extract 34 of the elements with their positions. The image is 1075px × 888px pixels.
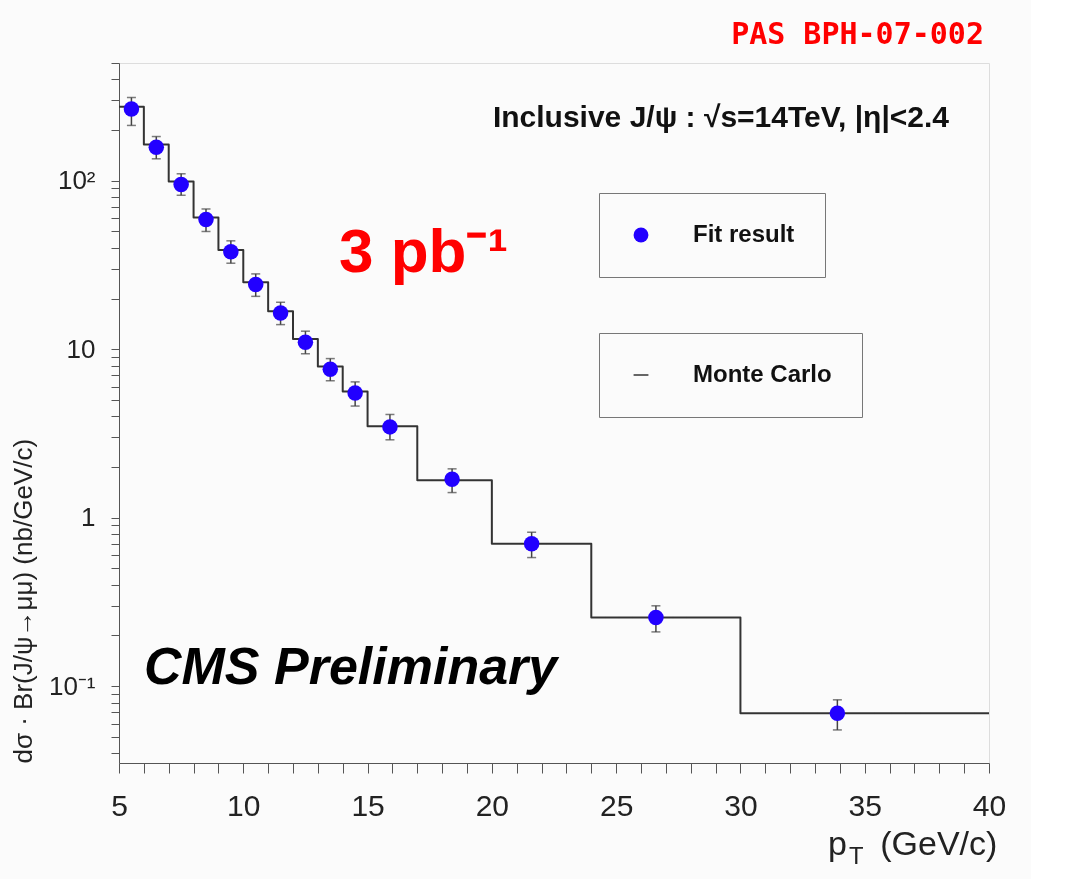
point	[223, 244, 239, 260]
point	[173, 176, 189, 193]
point	[648, 609, 664, 626]
point	[347, 385, 363, 401]
x-tick-label: 10	[227, 788, 261, 822]
point	[272, 305, 289, 321]
point	[148, 139, 165, 156]
x-tick-label: 5	[111, 788, 128, 822]
point	[322, 361, 339, 378]
point	[523, 536, 540, 552]
x-tick-label: 30	[724, 788, 758, 822]
annotation: 3 pb⁻¹	[339, 216, 509, 285]
point	[297, 334, 314, 350]
x-tick-label: 35	[848, 788, 882, 822]
x-tick-label: 15	[351, 788, 385, 822]
annotation: Inclusive J/ψ : √s=14TeV, |η|<2.4	[492, 100, 950, 133]
y-tick-label: 10²	[57, 165, 96, 196]
annotation: CMS Preliminary	[144, 637, 561, 695]
point	[247, 276, 264, 293]
y-tick-label: 10⁻¹	[48, 670, 96, 701]
x-tick-label: 25	[599, 788, 634, 822]
legend-label: Monte Carlo	[693, 360, 832, 387]
point	[123, 101, 140, 117]
x-tick-label: 40	[972, 788, 1007, 822]
y-tick-label: 10	[66, 333, 96, 364]
x-tick-label: 20	[475, 788, 510, 822]
y-tick-label: 1	[81, 502, 96, 533]
point	[198, 211, 214, 228]
text: PAS BPH-07-002	[731, 16, 984, 51]
point	[444, 471, 460, 488]
point	[829, 705, 846, 722]
legend-label: Fit result	[693, 220, 795, 247]
y-axis-title: dσ · Br(J/ψ→μμ) (nb/GeV/c)	[7, 438, 38, 764]
point	[382, 419, 398, 435]
